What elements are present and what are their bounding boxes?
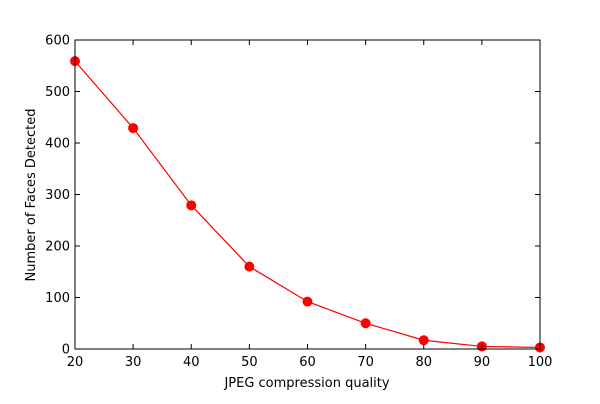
data-point (302, 296, 313, 307)
x-tick-label: 40 (183, 355, 200, 370)
y-tick-label: 600 (45, 34, 70, 49)
data-point (418, 335, 429, 346)
data-point (128, 123, 139, 134)
x-tick-label: 80 (415, 355, 432, 370)
y-tick-label: 300 (45, 188, 70, 203)
x-tick-label: 50 (241, 355, 258, 370)
y-axis-label: Number of Faces Detected (24, 109, 39, 282)
x-tick-label: 60 (299, 355, 316, 370)
data-point (360, 318, 371, 329)
x-axis-label: JPEG compression quality (223, 376, 389, 391)
x-tick-label: 90 (474, 355, 491, 370)
x-tick-label: 20 (67, 355, 84, 370)
data-point (186, 200, 197, 211)
x-tick-label: 30 (125, 355, 142, 370)
axes: 20 30 40 50 60 70 80 90 100 0 100 200 300 400 500 600 (45, 34, 552, 371)
y-tick-label: 0 (62, 343, 70, 358)
y-tick-label: 100 (45, 291, 70, 306)
plot-marks (70, 56, 545, 353)
data-point (244, 261, 255, 272)
y-tick-label: 500 (45, 85, 70, 100)
x-tick-label: 100 (528, 355, 553, 370)
y-tick-label: 400 (45, 137, 70, 152)
y-tick-label: 200 (45, 240, 70, 255)
x-tick-label: 70 (357, 355, 374, 370)
